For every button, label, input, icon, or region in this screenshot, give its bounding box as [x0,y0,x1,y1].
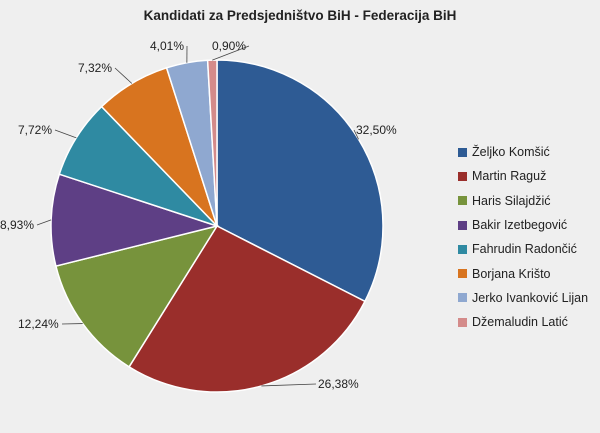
data-label: 4,01% [150,39,184,53]
leader-line [212,45,250,61]
legend-item: Bakir Izetbegović [458,213,588,237]
legend-item: Jerko Ivanković Lijan [458,286,588,310]
legend-swatch [458,196,467,206]
legend-swatch [458,171,467,181]
data-label: 7,72% [18,123,52,137]
legend-label: Željko Komšić [472,145,550,160]
legend-label: Borjana Krišto [472,266,551,281]
data-label: 7,32% [78,61,112,75]
legend-swatch [458,147,467,157]
legend-label: Jerko Ivanković Lijan [472,290,589,305]
legend-label: Džemaludin Latić [472,315,568,330]
leader-line [36,219,52,226]
legend-swatch [458,293,467,303]
legend-swatch [458,244,467,254]
legend: Željko Komšić Martin Raguž Haris Silajdžić… [458,140,588,334]
legend-label: Fahrudin Radončić [472,242,577,257]
legend-swatch [458,269,467,279]
legend-item: Martin Raguž [458,164,588,188]
leader-line [54,129,77,139]
chart-title: Kandidati za Predsjedništvo BiH - Federa… [143,8,457,23]
data-label: 26,38% [318,377,359,391]
legend-swatch [458,220,467,230]
data-label: 0,90% [212,39,246,53]
data-label: 12,24% [18,317,59,331]
legend-item: Haris Silajdžić [458,189,588,213]
legend-swatch [458,317,467,327]
legend-item: Džemaludin Latić [458,310,588,334]
legend-label: Haris Silajdžić [472,193,551,208]
legend-label: Bakir Izetbegović [472,218,568,233]
leader-line [114,67,133,84]
data-label: 8,93% [0,218,34,232]
legend-item: Borjana Krišto [458,261,588,285]
leader-line [353,129,359,140]
legend-item: Fahrudin Radončić [458,237,588,261]
legend-item: Željko Komšić [458,140,588,164]
data-label: 32,50% [356,123,397,137]
pie-slice [50,173,220,267]
legend-label: Martin Raguž [472,169,547,184]
leader-line [261,383,317,387]
